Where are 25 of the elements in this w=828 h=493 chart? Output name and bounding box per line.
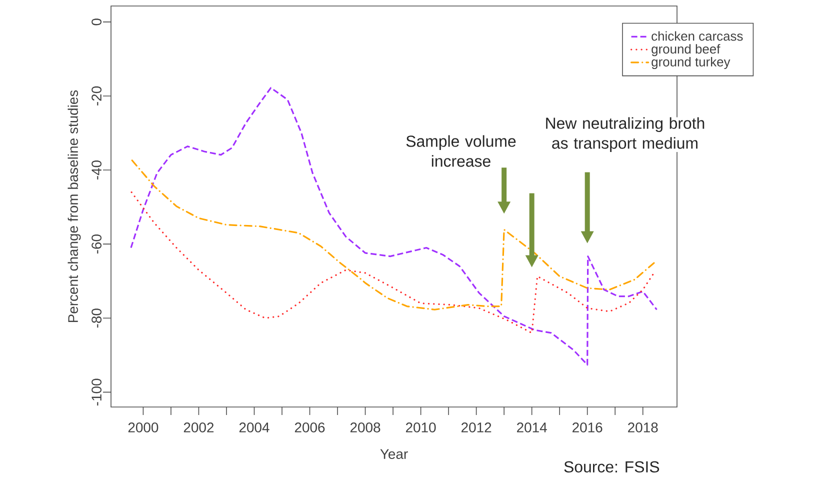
x-tick-label: 2008: [350, 422, 380, 432]
x-tick-label: 2018: [628, 422, 658, 432]
y-tick-label: -60: [92, 234, 102, 254]
annotation: New neutralizing broth as transport medium: [546, 117, 704, 152]
line-series: [130, 191, 655, 334]
x-tick-label: 2000: [128, 422, 158, 432]
y-tick-label: 0: [92, 18, 102, 26]
x-tick-label: 2004: [239, 422, 270, 432]
y-tick-label: -20: [92, 86, 102, 106]
legend-label: chicken carcass: [652, 31, 743, 41]
y-axis-title: Percent change from baseline studies: [68, 90, 81, 322]
source-note: Source: FSIS: [564, 461, 660, 472]
legend-label: ground turkey: [652, 56, 730, 70]
annotation: Sample volume increase: [406, 135, 516, 167]
x-tick-label: 2012: [462, 422, 492, 432]
y-tick-label: -100: [92, 378, 102, 406]
x-tick-label: 2010: [406, 422, 436, 432]
x-tick-label: 2014: [517, 422, 547, 432]
x-tick-label: 2002: [184, 422, 214, 432]
x-axis-title: Year: [380, 449, 408, 459]
x-tick-label: 2016: [572, 422, 602, 432]
y-tick-label: -40: [92, 160, 102, 180]
y-tick-label: -80: [92, 308, 102, 328]
legend-label: ground beef: [652, 44, 720, 56]
x-tick-label: 2006: [294, 422, 325, 432]
